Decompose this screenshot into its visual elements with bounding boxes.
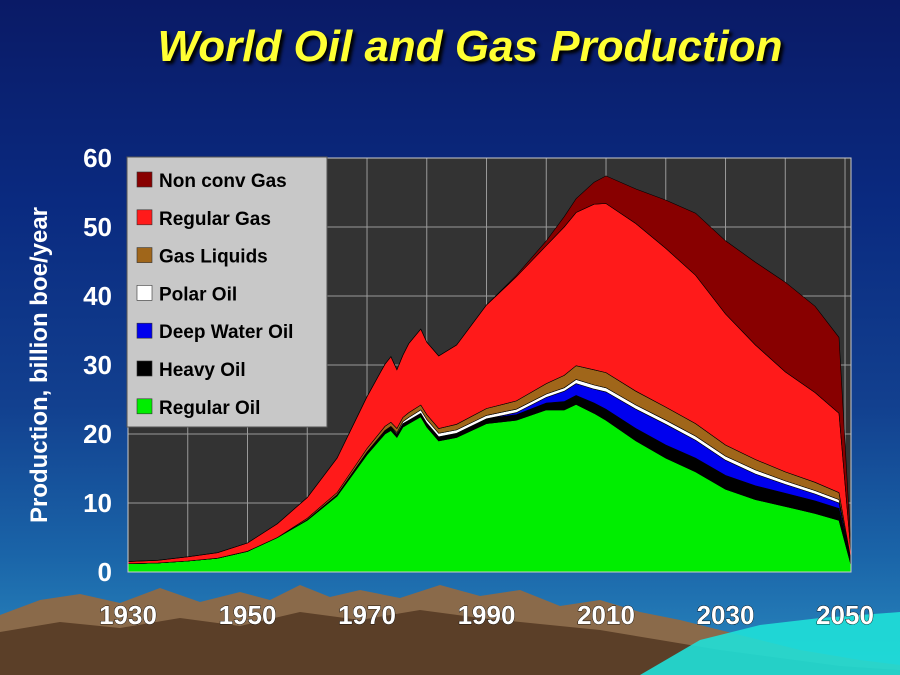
legend-label: Polar Oil [159,284,237,305]
legend-label: Gas Liquids [159,247,268,268]
legend-swatch [136,209,153,226]
legend-label: Heavy Oil [159,360,246,381]
legend-label: Non conv Gas [159,171,287,192]
mountain-backdrop [0,585,900,675]
legend-label: Deep Water Oil [159,322,293,343]
y-tick-label: 50 [83,212,112,242]
x-tick-label: 2030 [697,600,755,630]
y-tick-label: 10 [83,488,112,518]
y-tick-label: 20 [83,419,112,449]
y-axis-label: Production, billion boe/year [26,207,53,523]
x-tick-label: 1930 [99,600,157,630]
legend-swatch [136,285,153,301]
x-tick-label: 2050 [816,600,874,630]
legend: Non conv Gas Regular Gas Gas Liquids Polar … [126,156,328,428]
y-tick-label: 0 [98,557,112,587]
legend-swatch [136,171,153,188]
legend-swatch [136,398,153,415]
y-tick-label: 60 [83,143,112,173]
area-series [127,175,852,573]
legend-label: Regular Oil [159,398,260,419]
x-tick-label: 1990 [458,600,516,630]
legend-box [126,156,328,428]
slide-title: World Oil and Gas Production [157,22,783,71]
legend-swatch [136,360,153,377]
legend-swatch [136,247,153,263]
y-tick-label: 40 [83,281,112,311]
legend-swatch [136,322,153,339]
x-tick-label: 1950 [219,600,277,630]
y-tick-label: 30 [83,350,112,380]
legend-label: Regular Gas [159,209,271,230]
x-tick-label: 1970 [338,600,396,630]
x-tick-label: 2010 [577,600,635,630]
